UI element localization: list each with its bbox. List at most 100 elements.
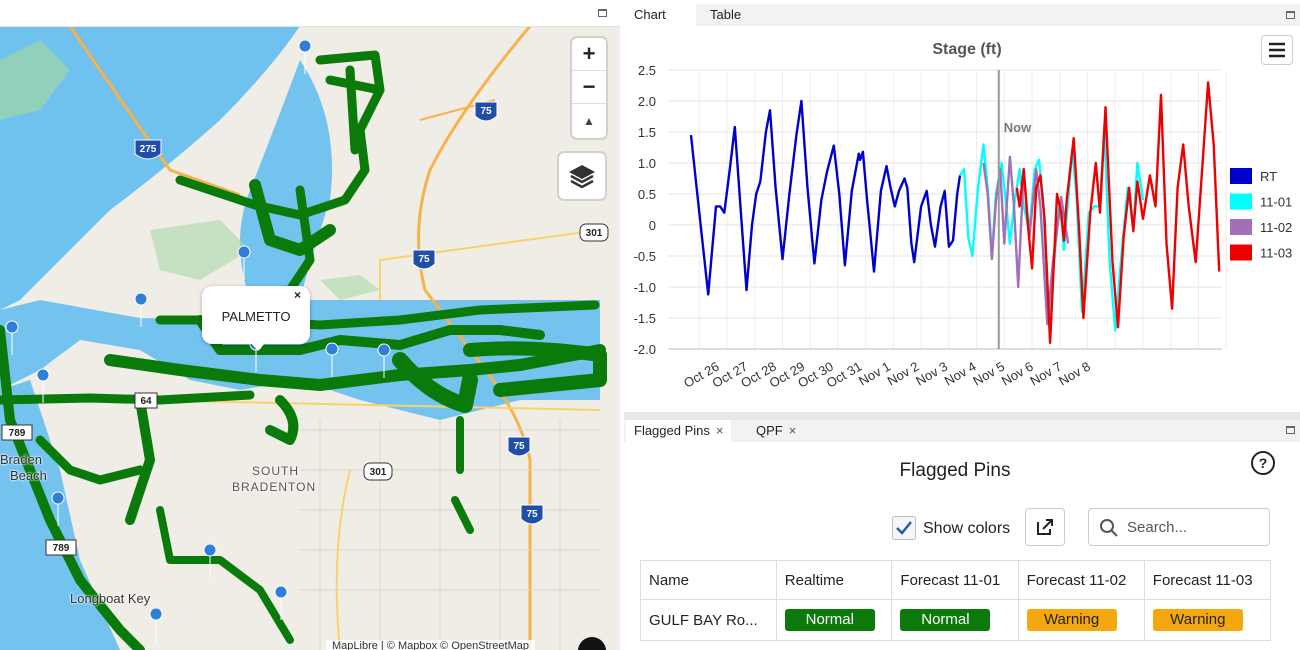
shield-text: 275	[140, 144, 157, 155]
shield-r64: 64	[134, 392, 158, 409]
y-tick-label: 1.5	[638, 125, 656, 140]
export-icon	[1037, 519, 1053, 535]
cell-f1102: Warning	[1017, 599, 1145, 641]
y-tick-label: 2.5	[638, 63, 656, 78]
y-tick-label: 1.0	[638, 156, 656, 171]
cell-name: GULF BAY Ro...	[640, 599, 777, 641]
zoom-out-button[interactable]: −	[572, 71, 606, 104]
status-badge: Warning	[1152, 609, 1243, 631]
col-realtime[interactable]: Realtime	[775, 560, 893, 600]
status-badge: Normal	[900, 609, 991, 631]
stage-chart: Stage (ft) 2.5 2.0 1.5 1.0 0.5 0 -0.5 -1.0 -1.5 -…	[634, 41, 1293, 391]
col-forecast-1103[interactable]: Forecast 11-03	[1143, 560, 1272, 600]
y-tick-label: 0	[649, 218, 656, 233]
search-icon	[1100, 519, 1118, 537]
now-label: Now	[1004, 120, 1032, 135]
chart-tabbar: Chart Table	[624, 4, 1300, 26]
popup-close-button[interactable]: ×	[294, 288, 302, 302]
series-line-11-03	[1015, 81, 1221, 344]
help-button[interactable]: ?	[1251, 451, 1275, 475]
legend-label: RT	[1260, 169, 1277, 184]
shield-i75b: 75	[412, 249, 436, 270]
chart-panel: Chart Table Stage (ft) 2.5 2.0 1.5 1.0 0.5 0 -…	[624, 0, 1300, 412]
pin-popup: × PALMETTO	[202, 286, 310, 351]
svg-text:789: 789	[53, 543, 70, 554]
cell-realtime: Normal	[775, 599, 893, 641]
legend-label: 11-02	[1260, 220, 1292, 235]
svg-text:789: 789	[9, 428, 26, 439]
legend-swatch	[1230, 193, 1252, 210]
search-box[interactable]: Search...	[1088, 508, 1270, 546]
compass-button[interactable]: ▲	[583, 113, 595, 128]
search-input[interactable]: Search...	[1127, 519, 1188, 536]
y-tick-label: -1.0	[634, 280, 656, 295]
col-forecast-1101[interactable]: Forecast 11-01	[891, 560, 1019, 600]
svg-text:301: 301	[370, 467, 387, 478]
tab-flagged-pins[interactable]: Flagged Pins ×	[626, 420, 732, 442]
tab-chart[interactable]: Chart	[624, 4, 696, 26]
shield-us301b: 301	[363, 462, 393, 481]
svg-text:301: 301	[586, 228, 603, 239]
svg-text:75: 75	[526, 509, 538, 520]
map-attribution[interactable]: MapLibre | © Mapbox © OpenStreetMap	[326, 640, 535, 650]
cell-f1101: Normal	[891, 599, 1019, 641]
close-icon[interactable]: ×	[715, 423, 724, 438]
tab-label: Flagged Pins	[634, 423, 710, 438]
svg-text:75: 75	[513, 441, 525, 452]
maximize-icon[interactable]	[1286, 11, 1295, 19]
zoom-controls: + − ▲	[572, 38, 606, 138]
legend-swatch	[1230, 168, 1252, 184]
place-longboat-key: Longboat Key	[70, 591, 151, 606]
legend-swatch	[1230, 219, 1252, 235]
flagged-table: Name Realtime Forecast 11-01 Forecast 11…	[640, 560, 1272, 641]
tab-qpf[interactable]: QPF ×	[748, 420, 804, 442]
flagged-panel: Flagged Pins × QPF × Flagged Pins ? Show c…	[624, 420, 1300, 650]
info-icon[interactable]	[578, 637, 606, 650]
series-line-RT	[689, 99, 962, 296]
legend-swatch	[1230, 244, 1252, 261]
now-marker: Now	[997, 70, 1032, 349]
place-bradenton-beach-2: Beach	[10, 468, 47, 483]
legend-label: 11-03	[1260, 246, 1292, 261]
show-colors-checkbox[interactable]	[892, 516, 916, 540]
table-row[interactable]: GULF BAY Ro... Normal Normal Warning War…	[640, 599, 1272, 641]
layers-icon	[569, 165, 595, 189]
cell-f1103: Warning	[1143, 599, 1272, 641]
y-tick-label: -2.0	[634, 342, 656, 357]
y-tick-label: -0.5	[634, 249, 656, 264]
close-icon[interactable]: ×	[788, 423, 797, 438]
popup-tip	[250, 342, 266, 351]
zoom-in-button[interactable]: +	[572, 38, 606, 71]
status-badge: Normal	[784, 609, 875, 631]
map-panel[interactable]: 275 75 75 75 75 301 301 789 789 64 + − ▲…	[0, 0, 620, 650]
checkmark-icon	[896, 521, 912, 535]
shield-r789b: 789	[45, 539, 77, 556]
status-badge: Warning	[1026, 609, 1117, 631]
tab-table[interactable]: Table	[710, 7, 742, 22]
shield-i75a: 75	[474, 101, 498, 122]
maximize-icon[interactable]	[598, 9, 607, 17]
svg-text:75: 75	[418, 254, 430, 265]
table-header-row: Name Realtime Forecast 11-01 Forecast 11…	[640, 560, 1272, 600]
layers-button[interactable]	[559, 153, 605, 199]
flag-tabbar: Flagged Pins × QPF ×	[624, 420, 1300, 442]
place-bradenton: BRADENTON	[232, 480, 317, 494]
col-name[interactable]: Name	[640, 560, 777, 600]
maximize-icon[interactable]	[1286, 426, 1295, 434]
map-header	[0, 0, 620, 27]
map-canvas[interactable]: 275 75 75 75 75 301 301 789 789 64	[0, 0, 620, 650]
y-tick-label: 2.0	[638, 94, 656, 109]
tab-label: QPF	[756, 423, 783, 438]
chart-menu-button[interactable]	[1261, 35, 1293, 65]
panel-divider[interactable]	[624, 412, 1300, 420]
chart-legend: RT 11-01 11-02 11-03	[1230, 168, 1292, 261]
svg-text:64: 64	[140, 396, 152, 407]
place-bradenton-beach-1: Braden	[0, 452, 42, 467]
col-forecast-1102[interactable]: Forecast 11-02	[1017, 560, 1145, 600]
legend-label: 11-01	[1260, 195, 1292, 210]
x-tick-label: Nov 8	[1056, 359, 1093, 389]
export-button[interactable]	[1025, 508, 1065, 546]
shield-r789a: 789	[1, 424, 33, 441]
chart-title: Stage (ft)	[932, 41, 1001, 58]
